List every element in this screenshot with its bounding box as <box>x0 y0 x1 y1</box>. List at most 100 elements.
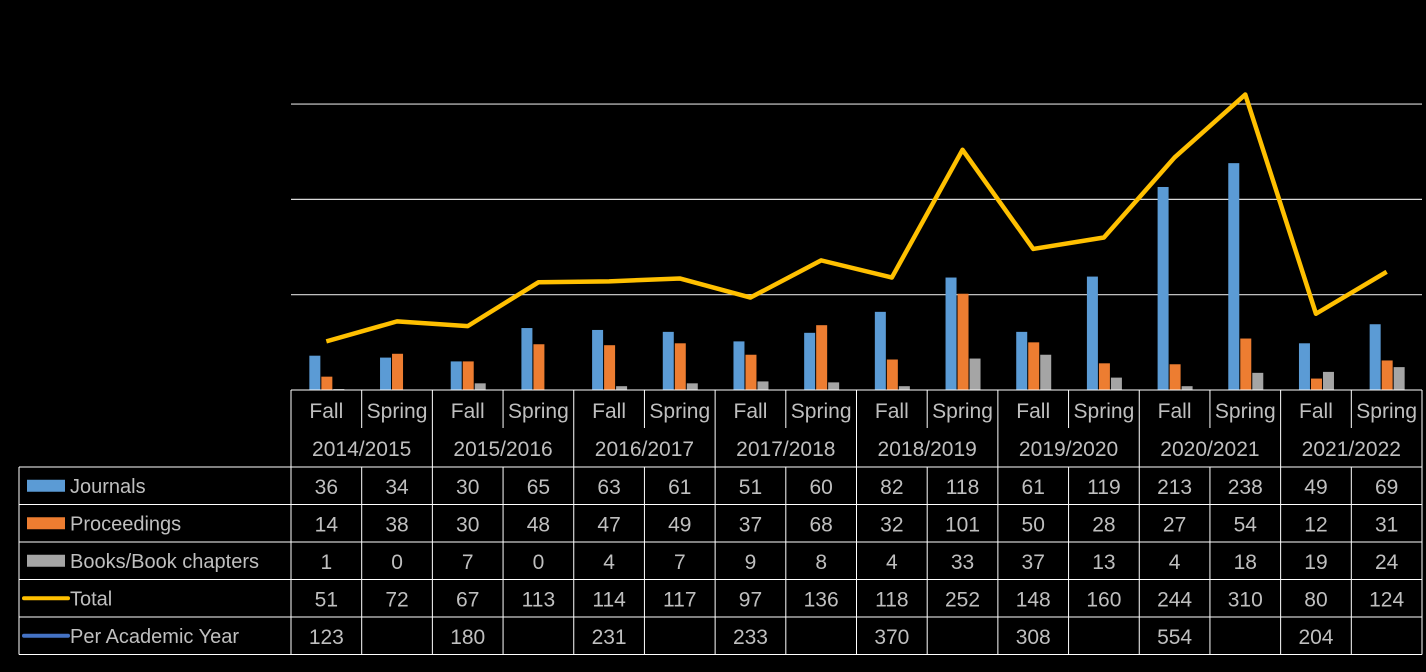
bar-books-book-chapters-2 <box>474 383 486 390</box>
bar-proceedings-7 <box>816 325 828 390</box>
bar-proceedings-12 <box>1169 364 1181 390</box>
data-label-journals-4: 63 <box>597 476 620 499</box>
data-label-proceedings-1: 38 <box>385 513 408 536</box>
semester-label-0: Fall <box>309 400 343 423</box>
data-label-total-4: 114 <box>592 588 626 611</box>
bar-proceedings-2 <box>462 361 474 390</box>
legend-label-journals: Journals <box>70 476 146 498</box>
year-label-6: 2020/2021 <box>1160 438 1259 461</box>
legend-label-books-book-chapters: Books/Book chapters <box>70 551 259 573</box>
data-label-journals-7: 60 <box>809 476 832 499</box>
data-label-proceedings-8: 32 <box>880 513 903 536</box>
data-label-books-book-chapters-6: 9 <box>745 551 757 574</box>
data-label-journals-3: 65 <box>527 476 550 499</box>
legend-key-proceedings <box>27 517 65 530</box>
line-total <box>325 92 1388 344</box>
bar-books-book-chapters-13 <box>1252 372 1264 390</box>
data-label-total-0: 51 <box>315 588 338 611</box>
year-label-2: 2016/2017 <box>595 438 694 461</box>
data-label-proceedings-7: 68 <box>809 513 832 536</box>
bar-journals-15 <box>1369 324 1381 390</box>
data-label-per-academic-year-2: 180 <box>450 626 485 649</box>
year-label-4: 2018/2019 <box>878 438 977 461</box>
data-label-per-academic-year-12: 554 <box>1157 626 1192 649</box>
data-label-proceedings-13: 54 <box>1234 513 1258 536</box>
bar-books-book-chapters-15 <box>1393 367 1405 390</box>
bar-journals-11 <box>1086 276 1098 390</box>
semester-label-2: Fall <box>451 400 485 423</box>
data-label-proceedings-0: 14 <box>315 513 339 536</box>
data-label-total-2: 67 <box>456 588 479 611</box>
data-label-books-book-chapters-12: 4 <box>1169 551 1181 574</box>
data-label-books-book-chapters-4: 4 <box>603 551 615 574</box>
semester-label-11: Spring <box>1074 400 1135 423</box>
semester-label-9: Spring <box>932 400 993 423</box>
data-label-per-academic-year-4: 231 <box>592 626 627 649</box>
data-label-proceedings-10: 50 <box>1022 513 1045 536</box>
year-label-7: 2021/2022 <box>1302 438 1401 461</box>
bar-proceedings-1 <box>392 353 404 390</box>
year-label-1: 2015/2016 <box>453 438 552 461</box>
bar-journals-14 <box>1298 343 1310 390</box>
data-label-books-book-chapters-3: 0 <box>533 551 545 574</box>
bar-books-book-chapters-9 <box>969 358 981 390</box>
data-label-journals-8: 82 <box>880 476 903 499</box>
data-label-journals-15: 69 <box>1375 476 1398 499</box>
bar-journals-9 <box>945 277 957 390</box>
data-label-books-book-chapters-11: 13 <box>1092 551 1115 574</box>
bar-journals-7 <box>804 332 816 390</box>
data-label-per-academic-year-0: 123 <box>309 626 344 649</box>
bar-journals-0 <box>309 355 321 390</box>
data-label-proceedings-4: 47 <box>597 513 620 536</box>
data-label-journals-9: 118 <box>946 476 979 499</box>
legend-key-books-book-chapters <box>27 554 65 567</box>
data-label-per-academic-year-10: 308 <box>1016 626 1051 649</box>
data-label-books-book-chapters-13: 18 <box>1234 551 1257 574</box>
data-label-journals-10: 61 <box>1022 476 1045 499</box>
legend-label-proceedings: Proceedings <box>70 513 181 535</box>
semester-label-12: Fall <box>1158 400 1192 423</box>
bar-proceedings-10 <box>1028 342 1040 390</box>
legend-label-per-academic-year: Per Academic Year <box>70 626 239 648</box>
semester-label-6: Fall <box>734 400 768 423</box>
data-label-total-6: 97 <box>739 588 762 611</box>
data-label-journals-1: 34 <box>385 476 409 499</box>
bar-books-book-chapters-11 <box>1110 377 1122 390</box>
bar-proceedings-11 <box>1098 363 1110 390</box>
semester-label-3: Spring <box>508 400 569 423</box>
data-label-total-10: 148 <box>1016 588 1051 611</box>
bar-books-book-chapters-14 <box>1322 371 1334 390</box>
bar-books-book-chapters-5 <box>686 383 698 390</box>
data-label-total-14: 80 <box>1304 588 1327 611</box>
bar-books-book-chapters-12 <box>1181 386 1193 390</box>
bar-books-book-chapters-8 <box>898 386 910 390</box>
bar-proceedings-0 <box>321 376 333 390</box>
bar-journals-12 <box>1157 186 1169 390</box>
data-label-journals-5: 61 <box>668 476 691 499</box>
data-label-books-book-chapters-1: 0 <box>391 551 403 574</box>
bar-books-book-chapters-4 <box>616 386 628 390</box>
data-label-total-15: 124 <box>1369 588 1404 611</box>
data-label-journals-12: 213 <box>1157 476 1192 499</box>
bar-journals-2 <box>450 361 462 390</box>
bar-proceedings-5 <box>674 343 686 390</box>
legend-key-journals <box>27 479 65 492</box>
bar-journals-8 <box>874 311 886 390</box>
bar-proceedings-8 <box>886 359 898 390</box>
year-label-3: 2017/2018 <box>736 438 835 461</box>
bar-proceedings-3 <box>533 344 545 390</box>
data-label-total-12: 244 <box>1157 588 1192 611</box>
bar-journals-3 <box>521 328 533 390</box>
data-label-books-book-chapters-14: 19 <box>1304 551 1327 574</box>
data-label-proceedings-9: 101 <box>945 513 980 536</box>
semester-label-14: Fall <box>1299 400 1333 423</box>
year-label-5: 2019/2020 <box>1019 438 1118 461</box>
data-label-books-book-chapters-7: 8 <box>815 551 827 574</box>
bar-books-book-chapters-10 <box>1040 354 1052 390</box>
data-label-journals-11: 119 <box>1087 476 1120 499</box>
bar-journals-4 <box>592 329 604 390</box>
data-label-proceedings-12: 27 <box>1163 513 1186 536</box>
data-label-proceedings-11: 28 <box>1092 513 1115 536</box>
bar-journals-10 <box>1016 331 1028 390</box>
semester-label-5: Spring <box>649 400 710 423</box>
